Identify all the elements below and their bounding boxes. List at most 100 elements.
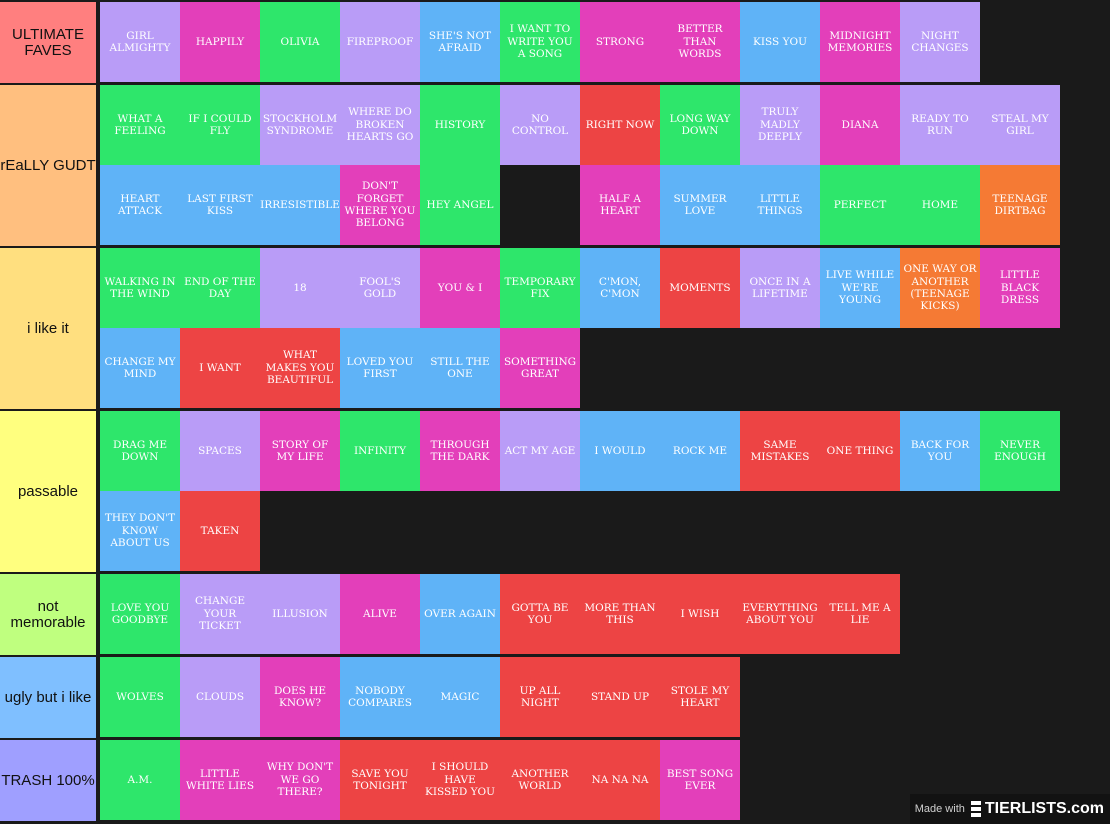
tier-item[interactable]: I WOULD: [580, 411, 660, 491]
tier-label[interactable]: passable: [0, 411, 98, 572]
tier-item[interactable]: LAST FIRST KISS: [180, 165, 260, 245]
tier-item[interactable]: RIGHT NOW: [580, 85, 660, 165]
tier-item[interactable]: WOLVES: [100, 657, 180, 737]
tier-item[interactable]: HEART ATTACK: [100, 165, 180, 245]
tier-item[interactable]: TELL ME A LIE: [820, 574, 900, 654]
tier-item[interactable]: WHAT A FEELING: [100, 85, 180, 165]
tier-item[interactable]: TEMPORARY FIX: [500, 248, 580, 328]
tier-item[interactable]: DOES HE KNOW?: [260, 657, 340, 737]
tier-item[interactable]: 18: [260, 248, 340, 328]
tier-item[interactable]: IRRESISTIBLE: [260, 165, 340, 245]
tier-item[interactable]: DIANA: [820, 85, 900, 165]
tier-item[interactable]: STILL THE ONE: [420, 328, 500, 408]
tier-item[interactable]: I WANT: [180, 328, 260, 408]
tier-item[interactable]: LOVE YOU GOODBYE: [100, 574, 180, 654]
tier-label[interactable]: ugly but i like: [0, 657, 98, 738]
tier-item[interactable]: TAKEN: [180, 491, 260, 571]
tier-item[interactable]: STOCKHOLM SYNDROME: [260, 85, 340, 165]
tier-item[interactable]: MAGIC: [420, 657, 500, 737]
tier-item[interactable]: GIRL ALMIGHTY: [100, 2, 180, 82]
tier-item[interactable]: MOMENTS: [660, 248, 740, 328]
tier-item[interactable]: UP ALL NIGHT: [500, 657, 580, 737]
tier-item[interactable]: CHANGE YOUR TICKET: [180, 574, 260, 654]
tier-item[interactable]: NIGHT CHANGES: [900, 2, 980, 82]
tier-item[interactable]: LONG WAY DOWN: [660, 85, 740, 165]
tier-item[interactable]: C'MON, C'MON: [580, 248, 660, 328]
tier-item[interactable]: I WISH: [660, 574, 740, 654]
tier-item[interactable]: HEY ANGEL: [420, 165, 500, 245]
tier-item[interactable]: SUMMER LOVE: [660, 165, 740, 245]
tier-item[interactable]: LITTLE THINGS: [740, 165, 820, 245]
tier-item[interactable]: HISTORY: [420, 85, 500, 165]
tier-item[interactable]: CLOUDS: [180, 657, 260, 737]
tier-item[interactable]: LOVED YOU FIRST: [340, 328, 420, 408]
tier-item[interactable]: EVERYTHING ABOUT YOU: [740, 574, 820, 654]
tier-item[interactable]: STEAL MY GIRL: [980, 85, 1060, 165]
tier-item[interactable]: MIDNIGHT MEMORIES: [820, 2, 900, 82]
tier-item[interactable]: SOMETHING GREAT: [500, 328, 580, 408]
tier-item[interactable]: PERFECT: [820, 165, 900, 245]
tier-item[interactable]: STOLE MY HEART: [660, 657, 740, 737]
tier-item[interactable]: SAME MISTAKES: [740, 411, 820, 491]
tier-item[interactable]: TRULY MADLY DEEPLY: [740, 85, 820, 165]
tier-item[interactable]: KISS YOU: [740, 2, 820, 82]
tier-label[interactable]: i like it: [0, 248, 98, 409]
tier-item[interactable]: NA NA NA: [580, 740, 660, 820]
tier-item[interactable]: STRONG: [580, 2, 660, 82]
tier-item[interactable]: ANOTHER WORLD: [500, 740, 580, 820]
tier-item[interactable]: WHY DON'T WE GO THERE?: [260, 740, 340, 820]
tier-item[interactable]: INFINITY: [340, 411, 420, 491]
tier-item[interactable]: STAND UP: [580, 657, 660, 737]
tier-label[interactable]: not memorable: [0, 574, 98, 655]
tier-item[interactable]: LITTLE BLACK DRESS: [980, 248, 1060, 328]
tier-item[interactable]: HALF A HEART: [580, 165, 660, 245]
tier-item[interactable]: ONE WAY OR ANOTHER (TEENAGE KICKS): [900, 248, 980, 328]
tier-item[interactable]: FOOL'S GOLD: [340, 248, 420, 328]
tier-item[interactable]: SAVE YOU TONIGHT: [340, 740, 420, 820]
tier-item[interactable]: YOU & I: [420, 248, 500, 328]
tier-item[interactable]: FIREPROOF: [340, 2, 420, 82]
tier-item[interactable]: BETTER THAN WORDS: [660, 2, 740, 82]
tier-item[interactable]: OLIVIA: [260, 2, 340, 82]
tier-item[interactable]: SPACES: [180, 411, 260, 491]
tier-item[interactable]: ACT MY AGE: [500, 411, 580, 491]
tier-item[interactable]: WHAT MAKES YOU BEAUTIFUL: [260, 328, 340, 408]
tier-item[interactable]: CHANGE MY MIND: [100, 328, 180, 408]
tier-item[interactable]: OVER AGAIN: [420, 574, 500, 654]
tier-item[interactable]: GOTTA BE YOU: [500, 574, 580, 654]
tier-item[interactable]: HOME: [900, 165, 980, 245]
tier-item[interactable]: WALKING IN THE WIND: [100, 248, 180, 328]
tier-item[interactable]: END OF THE DAY: [180, 248, 260, 328]
tier-item[interactable]: WHERE DO BROKEN HEARTS GO: [340, 85, 420, 165]
tier-item[interactable]: NO CONTROL: [500, 85, 580, 165]
tier-item[interactable]: SHE'S NOT AFRAID: [420, 2, 500, 82]
tier-item[interactable]: HAPPILY: [180, 2, 260, 82]
tier-item[interactable]: I SHOULD HAVE KISSED YOU: [420, 740, 500, 820]
tier-label[interactable]: rEaLLY GUDT: [0, 85, 98, 246]
tier-item[interactable]: IF I COULD FLY: [180, 85, 260, 165]
tier-item[interactable]: DRAG ME DOWN: [100, 411, 180, 491]
tier-item[interactable]: A.M.: [100, 740, 180, 820]
tier-item[interactable]: ILLUSION: [260, 574, 340, 654]
tier-label[interactable]: TRASH 100%: [0, 740, 98, 821]
tier-item[interactable]: ONE THING: [820, 411, 900, 491]
tier-item[interactable]: NEVER ENOUGH: [980, 411, 1060, 491]
tier-item[interactable]: NOBODY COMPARES: [340, 657, 420, 737]
tier-item[interactable]: THEY DON'T KNOW ABOUT US: [100, 491, 180, 571]
tier-item[interactable]: DON'T FORGET WHERE YOU BELONG: [340, 165, 420, 245]
tier-item[interactable]: BEST SONG EVER: [660, 740, 740, 820]
tier-item[interactable]: THROUGH THE DARK: [420, 411, 500, 491]
tier-item[interactable]: LIVE WHILE WE'RE YOUNG: [820, 248, 900, 328]
tier-item[interactable]: READY TO RUN: [900, 85, 980, 165]
tier-item[interactable]: BACK FOR YOU: [900, 411, 980, 491]
tier-item[interactable]: TEENAGE DIRTBAG: [980, 165, 1060, 245]
tier-item[interactable]: ONCE IN A LIFETIME: [740, 248, 820, 328]
tier-item[interactable]: MORE THAN THIS: [580, 574, 660, 654]
tier-item[interactable]: ROCK ME: [660, 411, 740, 491]
tier-item[interactable]: STORY OF MY LIFE: [260, 411, 340, 491]
tier-item[interactable]: I WANT TO WRITE YOU A SONG: [500, 2, 580, 82]
tier-item[interactable]: ALIVE: [340, 574, 420, 654]
tier-label[interactable]: ULTIMATE FAVES: [0, 2, 98, 83]
tier-item-label: PERFECT: [833, 198, 887, 211]
tier-item[interactable]: LITTLE WHITE LIES: [180, 740, 260, 820]
